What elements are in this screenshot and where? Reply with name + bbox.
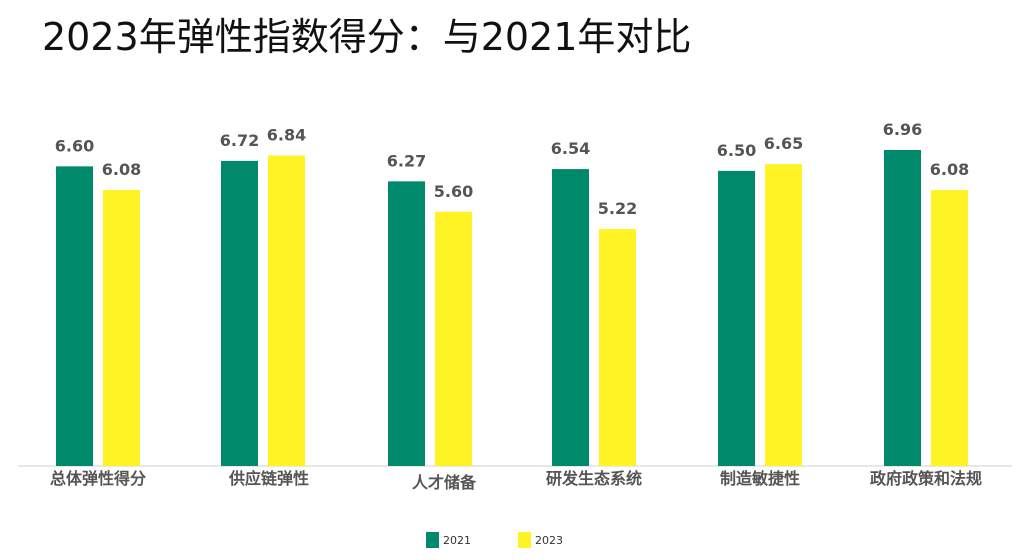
- data-label-2023-1: 6.08: [102, 160, 141, 179]
- data-label-2023-5: 6.65: [764, 134, 803, 153]
- bar-2021-4: [552, 169, 589, 467]
- data-label-2021-1: 6.60: [55, 136, 94, 155]
- bar-2021-2: [221, 160, 258, 467]
- bars-group: [56, 150, 968, 467]
- bar-2023-5: [765, 164, 802, 466]
- data-label-2021-4: 6.54: [551, 139, 590, 158]
- category-label-4: 研发生态系统: [546, 469, 642, 488]
- bar-2023-4: [599, 229, 636, 466]
- bar-2023-2: [268, 155, 305, 467]
- data-label-2023-4: 5.22: [598, 199, 637, 218]
- data-label-2023-3: 5.60: [434, 182, 473, 201]
- bar-2023-6: [931, 189, 968, 466]
- legend-label-2023: 2023: [535, 534, 563, 547]
- bar-2023-1: [103, 189, 140, 466]
- data-label-2023-6: 6.08: [930, 160, 969, 179]
- data-label-2023-2: 6.84: [267, 125, 306, 144]
- category-label-5: 制造敏捷性: [720, 469, 800, 488]
- chart-title: 2023年弹性指数得分：与2021年对比: [42, 15, 692, 59]
- data-label-2021-6: 6.96: [883, 120, 922, 139]
- bar-2023-3: [435, 211, 472, 466]
- legend: 2021 2023: [426, 532, 563, 548]
- bar-2021-6: [884, 150, 921, 467]
- data-label-2021-3: 6.27: [387, 151, 426, 170]
- legend-swatch-2023: [518, 532, 531, 548]
- bar-2021-3: [388, 181, 425, 467]
- legend-swatch-2021: [426, 532, 439, 548]
- category-label-2: 供应链弹性: [228, 469, 309, 488]
- category-labels-group: 总体弹性得分 供应链弹性 人才储备 研发生态系统 制造敏捷性 政府政策和法规: [50, 469, 982, 492]
- legend-label-2021: 2021: [443, 534, 471, 547]
- bar-2021-1: [56, 166, 93, 467]
- category-label-3: 人才储备: [412, 473, 477, 492]
- value-labels-group: 6.60 6.08 6.72 6.84 6.27 5.60 6.54 5.22 6.50 6.65…: [55, 120, 969, 218]
- bar-2021-5: [718, 170, 755, 466]
- category-label-1: 总体弹性得分: [50, 469, 146, 488]
- data-label-2021-5: 6.50: [717, 141, 756, 160]
- category-label-6: 政府政策和法规: [870, 469, 982, 488]
- data-label-2021-2: 6.72: [220, 131, 259, 150]
